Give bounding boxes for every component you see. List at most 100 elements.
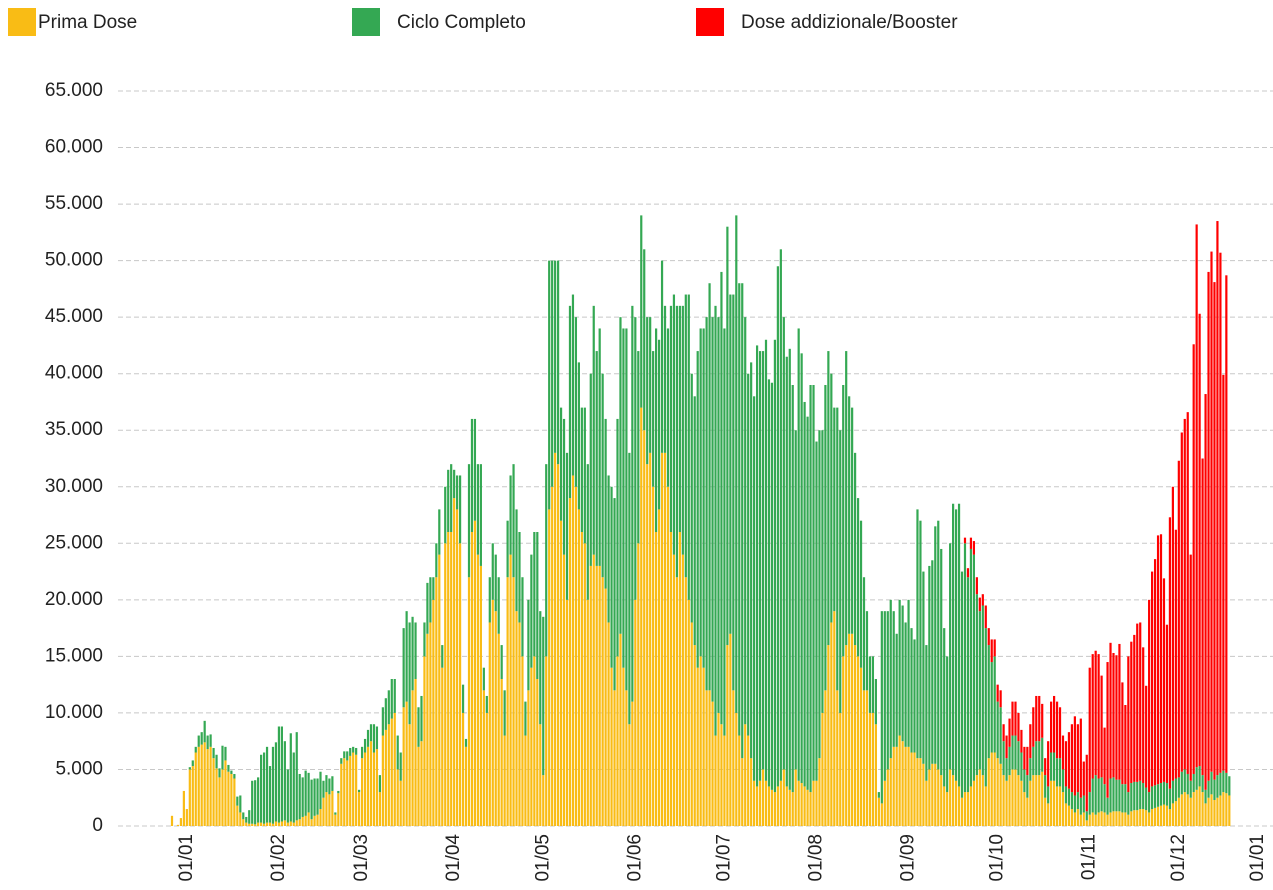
bar-segment (996, 701, 999, 759)
bar-segment (251, 823, 254, 826)
bar-segment (827, 645, 830, 826)
bar-segment (990, 662, 993, 753)
bar-segment (331, 776, 334, 791)
bar-segment (960, 797, 964, 826)
bar-segment (946, 792, 949, 826)
bar-segment (1145, 810, 1148, 826)
bar-segment (1207, 780, 1210, 798)
bar-segment (215, 754, 218, 769)
bar-segment (779, 780, 782, 826)
bar-segment (729, 633, 732, 826)
bar-segment (684, 294, 687, 578)
bar-segment (1008, 775, 1011, 826)
bar-segment (1168, 517, 1172, 789)
bar-segment (257, 822, 260, 826)
bar-segment (1038, 695, 1041, 742)
bar-segment (414, 679, 417, 826)
bar-segment (271, 823, 275, 826)
bar-segment (1106, 814, 1109, 826)
bar-segment (530, 554, 533, 668)
legend-swatch (696, 8, 724, 36)
bar-segment (280, 726, 283, 822)
bar-segment (928, 565, 931, 770)
bar-segment (355, 754, 358, 826)
bar-segment (360, 758, 364, 826)
bar-segment (224, 760, 227, 826)
bar-segment (616, 418, 619, 657)
bar-segment (969, 537, 973, 549)
bar-segment (1050, 752, 1053, 781)
bar-segment (441, 645, 444, 668)
bar-segment (1192, 344, 1195, 774)
bar-segment (280, 821, 283, 826)
bar-segment (402, 628, 405, 708)
bar-segment (236, 796, 239, 806)
bar-segment (1219, 772, 1222, 796)
bar-segment (1050, 780, 1053, 826)
bar-segment (1014, 701, 1017, 736)
bar-segment (583, 407, 586, 544)
bar-segment (1112, 811, 1115, 826)
bar-segment (741, 283, 744, 759)
bar-segment (628, 724, 631, 826)
bar-segment (1079, 718, 1082, 798)
bar-segment (1192, 792, 1195, 826)
bar-segment (444, 543, 447, 826)
bar-segment (657, 339, 661, 510)
bar-segment (384, 729, 387, 826)
bar-segment (363, 738, 367, 753)
bar-segment (239, 812, 242, 826)
bar-segment (824, 690, 827, 826)
bar-segment (352, 752, 355, 826)
bar-segment (453, 469, 456, 499)
bar-segment (346, 760, 349, 826)
bar-segment (693, 645, 696, 826)
bar-segment (1136, 623, 1139, 782)
bar-segment (1011, 769, 1014, 826)
bar-segment (1047, 741, 1050, 787)
bar-segment (705, 690, 708, 826)
bar-segment (1067, 788, 1071, 806)
bar-segment (1198, 786, 1201, 826)
bar-segment (212, 758, 215, 826)
bar-segment (628, 452, 631, 725)
bar-segment (1174, 801, 1177, 826)
bar-segment (637, 543, 640, 826)
bar-segment (1058, 786, 1062, 826)
bar-segment (981, 605, 984, 776)
bar-segment (470, 418, 474, 532)
y-tick-label: 65.000 (45, 80, 103, 101)
bar-segment (901, 605, 904, 742)
x-tick-label: 01/04 (443, 834, 464, 882)
x-tick-label: 01/01 (1247, 834, 1268, 882)
bar-segment (812, 385, 815, 781)
bar-segment (1064, 741, 1068, 787)
bar-segment (521, 577, 524, 657)
bar-segment (753, 396, 756, 781)
bar-segment (610, 486, 613, 668)
bar-segment (634, 599, 637, 826)
bar-segment (880, 611, 883, 804)
bar-segment (527, 690, 530, 826)
bar-segment (551, 486, 554, 826)
bar-segment (515, 509, 518, 612)
x-tick-label: 01/10 (987, 834, 1008, 882)
bar-segment (1061, 792, 1065, 826)
bar-segment (1106, 662, 1109, 798)
bar-segment (545, 656, 548, 826)
bar-segment (987, 628, 990, 646)
bar-segment (723, 735, 726, 826)
bar-segment (1076, 809, 1079, 826)
bar-segment (1210, 251, 1213, 772)
bar-segment (1067, 732, 1071, 789)
bar-segment (1177, 460, 1180, 778)
bar-segment (666, 328, 670, 487)
bar-segment (337, 790, 340, 794)
bar-segment (1225, 275, 1228, 773)
bar-segment (663, 452, 667, 826)
bar-segment (690, 373, 693, 623)
bar-segment (937, 769, 940, 826)
bar-segment (1079, 797, 1082, 815)
bar-segment (292, 822, 295, 826)
bar-segment (1020, 752, 1023, 781)
